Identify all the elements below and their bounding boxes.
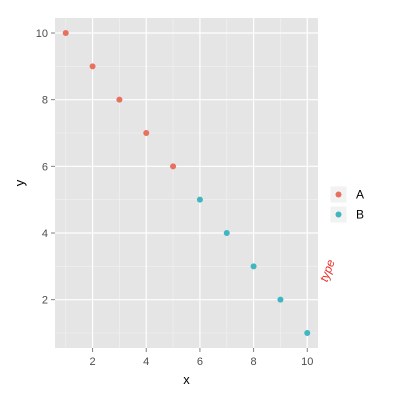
- data-point-A: [89, 63, 96, 70]
- data-point-A: [116, 96, 123, 103]
- data-point-A: [143, 130, 150, 136]
- y-tick-label: 4: [42, 228, 48, 240]
- legend-title: type: [317, 257, 338, 283]
- minor-grid: [55, 18, 318, 348]
- x-tick-label: 6: [197, 356, 203, 368]
- major-grid: [55, 18, 318, 348]
- x-tick-label: 8: [251, 356, 257, 368]
- x-tick-label: 2: [90, 356, 96, 368]
- data-point-A: [170, 163, 177, 170]
- y-tick-label: 6: [42, 161, 48, 173]
- data-point-B: [304, 330, 311, 336]
- data-point-B: [277, 296, 284, 303]
- legend-marker-A: [335, 191, 342, 198]
- y-tick-label: 10: [36, 28, 48, 40]
- legend-label-A: A: [356, 188, 364, 202]
- legend-marker-B: [335, 211, 342, 218]
- data-point-B: [223, 230, 230, 236]
- x-axis-title: x: [183, 372, 190, 387]
- y-tick-label: 2: [42, 295, 48, 307]
- y-axis: 2 4 6 8 10: [36, 28, 55, 307]
- data-point-B: [250, 263, 257, 270]
- plot-panel: [55, 18, 318, 348]
- data-point-A: [62, 30, 69, 36]
- x-tick-label: 4: [143, 356, 149, 368]
- y-tick-label: 8: [42, 95, 48, 107]
- data-point-B: [196, 196, 203, 203]
- data-points: [62, 30, 311, 336]
- y-axis-title: y: [12, 179, 27, 186]
- legend-label-B: B: [356, 208, 364, 222]
- x-tick-label: 10: [301, 356, 313, 368]
- x-axis: 2 4 6 8 10: [90, 348, 313, 368]
